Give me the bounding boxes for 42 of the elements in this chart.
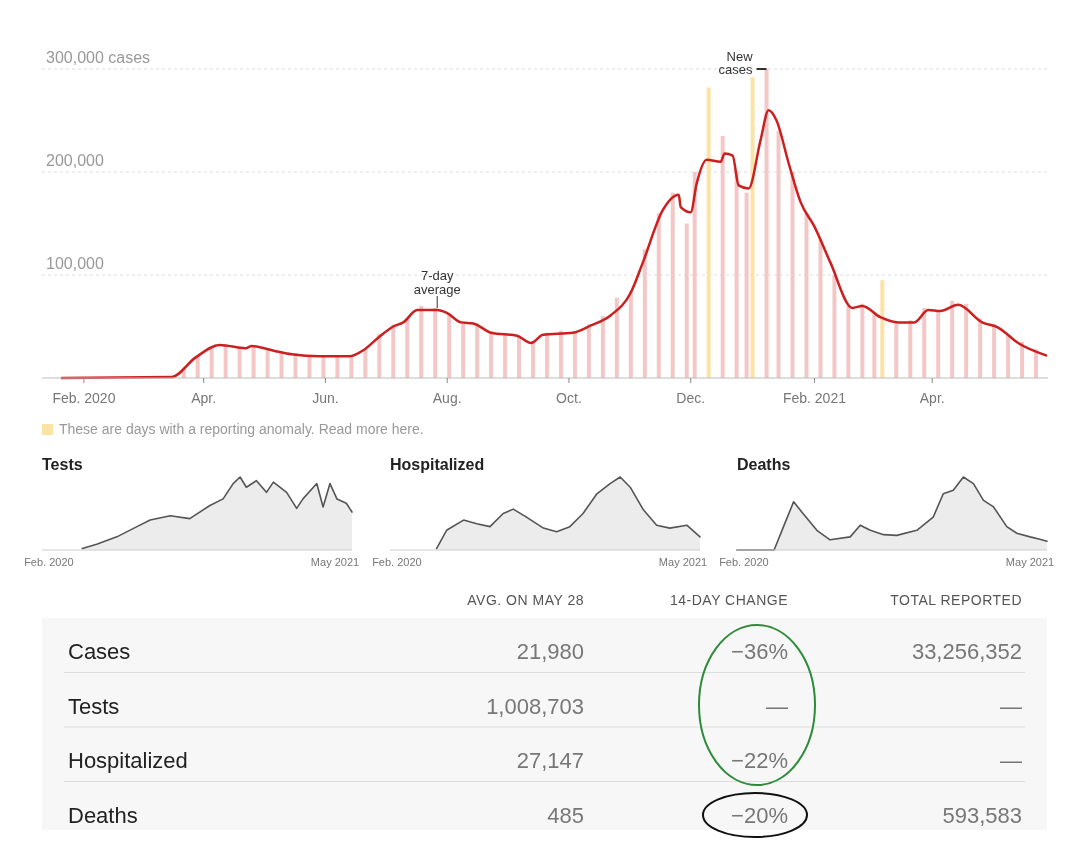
text: 1,008,703 (486, 693, 584, 719)
chart-title: Tests (42, 456, 83, 473)
category-label: Hospitalized (68, 748, 188, 773)
x-tick-label: Feb. 2020 (24, 556, 74, 568)
x-tick-label: Dec. (676, 390, 706, 406)
x-tick-label: May 2021 (1005, 556, 1055, 568)
chart-title: Hospitalized (390, 456, 485, 473)
x-tick-label: Apr. (919, 390, 945, 406)
text: — (1000, 748, 1022, 773)
category-label: Deaths (68, 802, 138, 828)
category-label: AVG. ON MAY 28 (467, 592, 584, 608)
x-tick-label: Jun. (312, 390, 339, 406)
x-tick-label: Feb. 2020 (719, 556, 769, 568)
x-tick-label: May 2021 (310, 556, 360, 568)
text: 33,256,352 (911, 639, 1022, 664)
x-tick-label: May 2021 (658, 556, 708, 568)
x-tick-label: Feb. 2020 (372, 556, 422, 568)
text: 593,583 (942, 802, 1022, 828)
category-label: TOTAL REPORTED (890, 592, 1022, 608)
text: 485 (547, 802, 584, 828)
y-tick-label: 100,000 (46, 255, 104, 272)
x-tick-label: Aug. (432, 390, 462, 406)
y-tick-label: 300,000 cases (46, 49, 151, 66)
category-label: Tests (68, 693, 120, 719)
x-tick-label: Oct. (556, 390, 582, 406)
category-label: 14-DAY CHANGE (669, 592, 788, 608)
text: 27,147 (516, 748, 584, 773)
x-tick-label: Feb. 2021 (782, 390, 847, 406)
text: These are days with a reporting anomaly. Read more here. (59, 421, 424, 437)
text: −20% (731, 802, 788, 828)
x-tick-label: Apr. (191, 390, 217, 406)
annotation: New cases (718, 49, 754, 77)
chart-title: Deaths (737, 456, 791, 473)
text: — (766, 693, 788, 719)
text: 21,980 (516, 639, 584, 664)
text: — (1000, 693, 1022, 719)
category-label: Cases (68, 639, 131, 664)
x-tick-label: Feb. 2020 (52, 390, 116, 406)
text: −36% (731, 639, 788, 664)
annotation: 7-day average (413, 268, 461, 298)
y-tick-label: 200,000 (46, 152, 104, 169)
text: −22% (731, 748, 788, 773)
